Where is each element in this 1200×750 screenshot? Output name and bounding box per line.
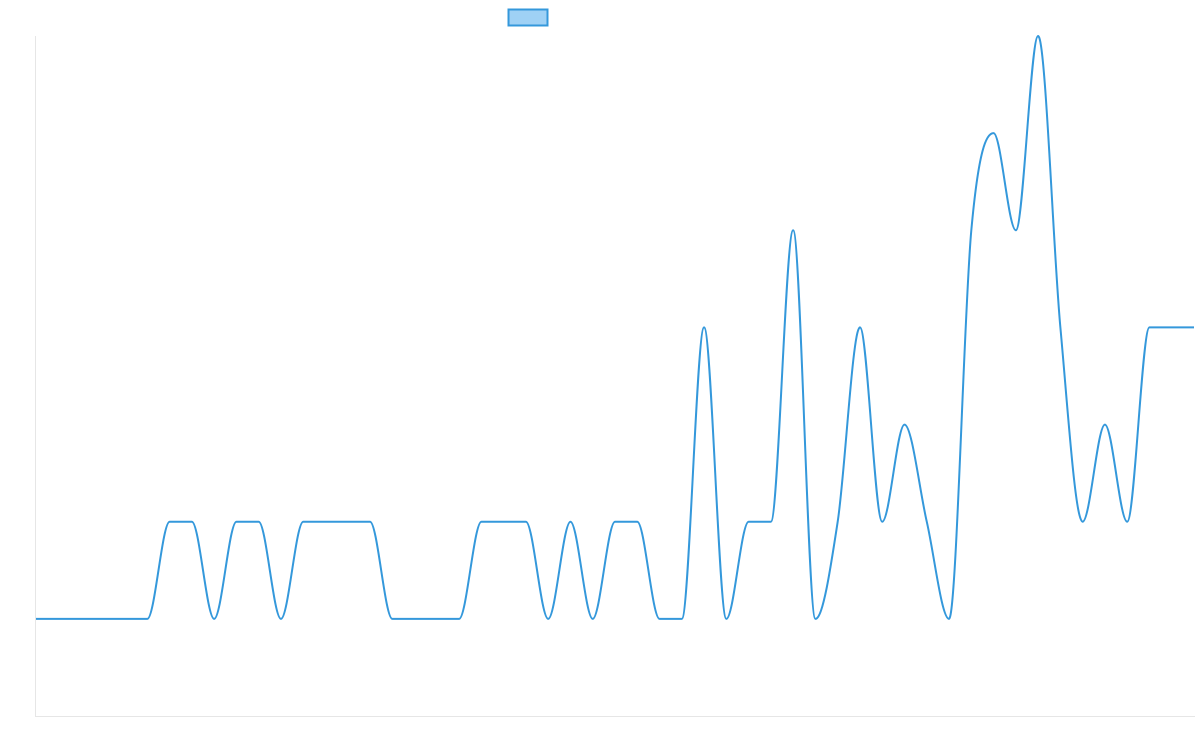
data-point[interactable] (812, 616, 818, 622)
data-point[interactable] (879, 519, 885, 525)
data-point[interactable] (323, 519, 329, 525)
data-point[interactable] (100, 616, 106, 622)
data-point[interactable] (835, 519, 841, 525)
data-point[interactable] (634, 519, 640, 525)
series-layer (33, 33, 1197, 622)
data-point[interactable] (144, 616, 150, 622)
data-point[interactable] (501, 519, 507, 525)
data-point[interactable] (679, 616, 685, 622)
data-point[interactable] (300, 519, 306, 525)
data-point[interactable] (389, 616, 395, 622)
data-point[interactable] (545, 616, 551, 622)
data-point[interactable] (768, 519, 774, 525)
data-point[interactable] (434, 616, 440, 622)
data-point[interactable] (1057, 324, 1063, 330)
data-point[interactable] (991, 130, 997, 136)
data-point[interactable] (412, 616, 418, 622)
data-point[interactable] (278, 616, 284, 622)
data-point[interactable] (367, 519, 373, 525)
legend-swatch (507, 8, 549, 27)
data-point[interactable] (211, 616, 217, 622)
data-point[interactable] (723, 616, 729, 622)
data-point[interactable] (33, 616, 39, 622)
data-point[interactable] (478, 519, 484, 525)
data-point[interactable] (857, 324, 863, 330)
data-point[interactable] (189, 519, 195, 525)
data-point[interactable] (456, 616, 462, 622)
data-point[interactable] (1191, 324, 1197, 330)
data-point[interactable] (946, 616, 952, 622)
data-point[interactable] (78, 616, 84, 622)
data-point[interactable] (590, 616, 596, 622)
data-point[interactable] (902, 422, 908, 428)
data-point[interactable] (55, 616, 61, 622)
data-point[interactable] (1124, 519, 1130, 525)
data-point[interactable] (1102, 422, 1108, 428)
data-point[interactable] (924, 519, 930, 525)
data-point[interactable] (612, 519, 618, 525)
data-point[interactable] (968, 227, 974, 233)
data-point[interactable] (1035, 33, 1041, 39)
data-point[interactable] (233, 519, 239, 525)
data-point[interactable] (567, 519, 573, 525)
data-point[interactable] (345, 519, 351, 525)
legend (507, 8, 549, 27)
data-point[interactable] (1146, 324, 1152, 330)
data-point[interactable] (1013, 227, 1019, 233)
data-point[interactable] (790, 227, 796, 233)
data-point[interactable] (1169, 324, 1175, 330)
series-line-0 (36, 34, 1194, 620)
data-point[interactable] (523, 519, 529, 525)
data-point[interactable] (701, 324, 707, 330)
data-point[interactable] (167, 519, 173, 525)
data-point[interactable] (1080, 519, 1086, 525)
data-point[interactable] (746, 519, 752, 525)
data-point[interactable] (657, 616, 663, 622)
data-point[interactable] (256, 519, 262, 525)
data-point[interactable] (122, 616, 128, 622)
